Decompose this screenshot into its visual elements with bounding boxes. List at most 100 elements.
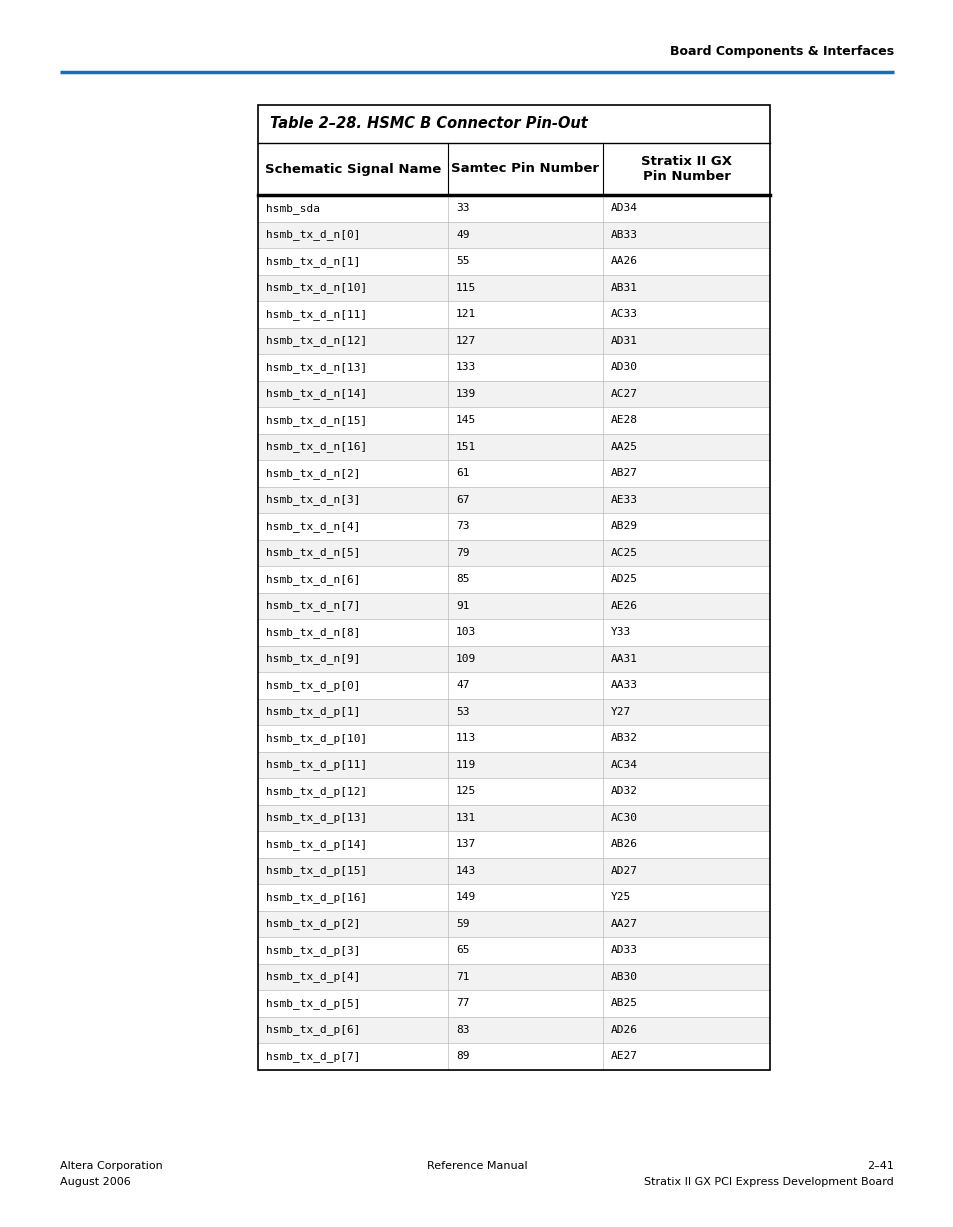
Text: 79: 79 bbox=[456, 547, 469, 558]
Text: 115: 115 bbox=[456, 282, 476, 293]
Text: AC33: AC33 bbox=[610, 309, 638, 319]
Text: AD33: AD33 bbox=[610, 945, 638, 956]
Bar bbox=[257, 380, 769, 407]
Bar bbox=[257, 778, 769, 805]
Text: hsmb_tx_d_n[5]: hsmb_tx_d_n[5] bbox=[266, 547, 360, 558]
Text: hsmb_tx_d_n[16]: hsmb_tx_d_n[16] bbox=[266, 442, 367, 453]
Text: AB27: AB27 bbox=[610, 469, 638, 479]
Text: hsmb_tx_d_n[14]: hsmb_tx_d_n[14] bbox=[266, 388, 367, 399]
Text: Reference Manual: Reference Manual bbox=[426, 1161, 527, 1171]
Text: Board Components & Interfaces: Board Components & Interfaces bbox=[669, 45, 893, 59]
Text: 61: 61 bbox=[456, 469, 469, 479]
Text: Y27: Y27 bbox=[610, 707, 631, 717]
Text: Table 2–28. HSMC B Connector Pin-Out: Table 2–28. HSMC B Connector Pin-Out bbox=[270, 117, 587, 131]
Text: AD31: AD31 bbox=[610, 336, 638, 346]
Text: 65: 65 bbox=[456, 945, 469, 956]
Bar bbox=[257, 460, 769, 486]
Text: 127: 127 bbox=[456, 336, 476, 346]
Text: hsmb_tx_d_n[12]: hsmb_tx_d_n[12] bbox=[266, 335, 367, 346]
Text: hsmb_tx_d_p[13]: hsmb_tx_d_p[13] bbox=[266, 812, 367, 823]
Text: hsmb_tx_d_p[4]: hsmb_tx_d_p[4] bbox=[266, 972, 360, 982]
Text: 47: 47 bbox=[456, 680, 469, 691]
Bar bbox=[257, 990, 769, 1016]
Text: hsmb_tx_d_p[10]: hsmb_tx_d_p[10] bbox=[266, 733, 367, 744]
Text: hsmb_tx_d_n[8]: hsmb_tx_d_n[8] bbox=[266, 627, 360, 638]
Text: 149: 149 bbox=[456, 892, 476, 902]
Bar bbox=[257, 355, 769, 380]
Text: 133: 133 bbox=[456, 362, 476, 372]
Bar bbox=[257, 248, 769, 275]
Text: AC27: AC27 bbox=[610, 389, 638, 399]
Text: AB33: AB33 bbox=[610, 229, 638, 239]
Text: 103: 103 bbox=[456, 627, 476, 637]
Text: Y33: Y33 bbox=[610, 627, 631, 637]
Text: hsmb_sda: hsmb_sda bbox=[266, 202, 319, 213]
Text: hsmb_tx_d_p[6]: hsmb_tx_d_p[6] bbox=[266, 1025, 360, 1036]
Text: hsmb_tx_d_p[16]: hsmb_tx_d_p[16] bbox=[266, 892, 367, 903]
Text: AB26: AB26 bbox=[610, 839, 638, 849]
Text: hsmb_tx_d_n[10]: hsmb_tx_d_n[10] bbox=[266, 282, 367, 293]
Bar bbox=[257, 937, 769, 963]
Bar bbox=[257, 433, 769, 460]
Text: hsmb_tx_d_n[11]: hsmb_tx_d_n[11] bbox=[266, 309, 367, 320]
Text: AE26: AE26 bbox=[610, 601, 638, 611]
Text: 85: 85 bbox=[456, 574, 469, 584]
Bar bbox=[257, 106, 769, 1070]
Bar bbox=[257, 513, 769, 540]
Bar bbox=[257, 222, 769, 248]
Text: hsmb_tx_d_p[11]: hsmb_tx_d_p[11] bbox=[266, 760, 367, 771]
Text: 49: 49 bbox=[456, 229, 469, 239]
Text: 119: 119 bbox=[456, 760, 476, 769]
Bar bbox=[257, 910, 769, 937]
Text: Y25: Y25 bbox=[610, 892, 631, 902]
Text: hsmb_tx_d_n[9]: hsmb_tx_d_n[9] bbox=[266, 653, 360, 664]
Text: Stratix II GX
Pin Number: Stratix II GX Pin Number bbox=[640, 155, 731, 183]
Text: 77: 77 bbox=[456, 999, 469, 1009]
Text: hsmb_tx_d_n[4]: hsmb_tx_d_n[4] bbox=[266, 520, 360, 531]
Text: 53: 53 bbox=[456, 707, 469, 717]
Text: AE33: AE33 bbox=[610, 494, 638, 504]
Text: AD30: AD30 bbox=[610, 362, 638, 372]
Bar bbox=[257, 540, 769, 566]
Text: hsmb_tx_d_p[2]: hsmb_tx_d_p[2] bbox=[266, 918, 360, 929]
Text: Altera Corporation: Altera Corporation bbox=[60, 1161, 163, 1171]
Text: AD32: AD32 bbox=[610, 787, 638, 796]
Bar bbox=[257, 593, 769, 618]
Bar bbox=[257, 275, 769, 301]
Text: 137: 137 bbox=[456, 839, 476, 849]
Text: hsmb_tx_d_n[15]: hsmb_tx_d_n[15] bbox=[266, 415, 367, 426]
Text: AA33: AA33 bbox=[610, 680, 638, 691]
Text: AC25: AC25 bbox=[610, 547, 638, 558]
Bar bbox=[257, 1043, 769, 1070]
Text: 55: 55 bbox=[456, 256, 469, 266]
Text: hsmb_tx_d_n[3]: hsmb_tx_d_n[3] bbox=[266, 494, 360, 506]
Text: hsmb_tx_d_p[12]: hsmb_tx_d_p[12] bbox=[266, 785, 367, 796]
Text: 131: 131 bbox=[456, 812, 476, 823]
Text: hsmb_tx_d_p[14]: hsmb_tx_d_p[14] bbox=[266, 839, 367, 850]
Text: 121: 121 bbox=[456, 309, 476, 319]
Text: 89: 89 bbox=[456, 1052, 469, 1061]
Text: August 2006: August 2006 bbox=[60, 1177, 131, 1187]
Bar bbox=[257, 566, 769, 593]
Text: AD34: AD34 bbox=[610, 204, 638, 213]
Bar bbox=[257, 831, 769, 858]
Text: AA27: AA27 bbox=[610, 919, 638, 929]
Text: AA31: AA31 bbox=[610, 654, 638, 664]
Bar bbox=[257, 407, 769, 433]
Text: 109: 109 bbox=[456, 654, 476, 664]
Text: 125: 125 bbox=[456, 787, 476, 796]
Text: hsmb_tx_d_n[1]: hsmb_tx_d_n[1] bbox=[266, 255, 360, 266]
Bar bbox=[257, 672, 769, 698]
Bar bbox=[257, 963, 769, 990]
Text: AD27: AD27 bbox=[610, 866, 638, 876]
Text: 73: 73 bbox=[456, 521, 469, 531]
Text: hsmb_tx_d_n[0]: hsmb_tx_d_n[0] bbox=[266, 229, 360, 240]
Text: AB29: AB29 bbox=[610, 521, 638, 531]
Text: AE27: AE27 bbox=[610, 1052, 638, 1061]
Text: AA26: AA26 bbox=[610, 256, 638, 266]
Text: 83: 83 bbox=[456, 1025, 469, 1034]
Text: 33: 33 bbox=[456, 204, 469, 213]
Bar bbox=[257, 805, 769, 831]
Text: 91: 91 bbox=[456, 601, 469, 611]
Text: AB31: AB31 bbox=[610, 282, 638, 293]
